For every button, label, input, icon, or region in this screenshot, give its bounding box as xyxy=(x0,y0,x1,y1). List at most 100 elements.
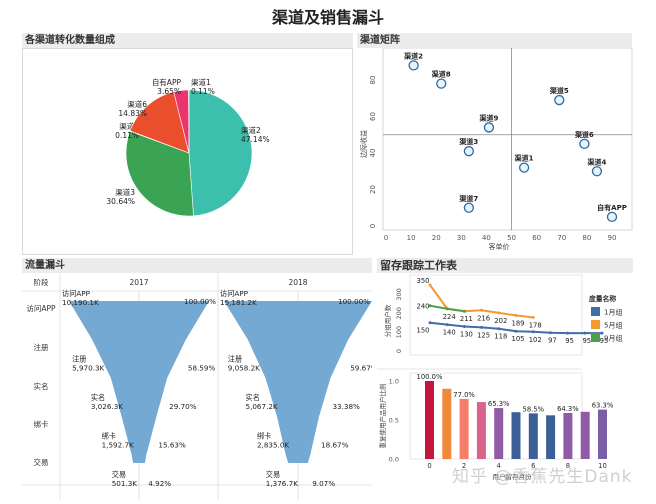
scatter-point-渠道7[interactable] xyxy=(464,203,473,212)
scatter-panel-title: 渠道矩阵 xyxy=(357,33,632,48)
funnel-stage-percent: 100.00% xyxy=(338,297,370,306)
line-point xyxy=(497,311,500,314)
line-y-tick: 0 xyxy=(395,349,403,353)
funnel-stage-name: 交易 xyxy=(266,470,280,479)
line-y-tick: 200 xyxy=(395,307,403,319)
line-data-label: 95 xyxy=(565,337,574,345)
line-data-label: 240 xyxy=(417,303,430,311)
bar-y-tick: 1.0 xyxy=(389,378,399,386)
x-axis-title: 客单价 xyxy=(489,242,510,251)
funnel-stage-name: 绑卡 xyxy=(102,432,116,441)
funnel-stage-percent: 59.67% xyxy=(350,364,372,373)
line-data-label: 150 xyxy=(417,327,430,335)
scatter-point-label: 渠道9 xyxy=(479,113,499,122)
scatter-point-label: 渠道3 xyxy=(458,137,478,146)
pie-percent: 47.14% xyxy=(241,135,270,144)
funnel-stage-label: 绑卡 xyxy=(34,419,49,429)
line-data-label: 202 xyxy=(494,317,507,325)
bar-1[interactable] xyxy=(442,389,451,459)
scatter-point-渠道2[interactable] xyxy=(409,61,418,70)
line-point xyxy=(463,310,466,313)
line-data-label: 125 xyxy=(477,331,490,339)
legend-swatch-9月组[interactable] xyxy=(591,333,600,342)
pie-label: 渠道3 xyxy=(115,187,135,197)
pie-slice-渠道2[interactable] xyxy=(189,90,252,216)
scatter-point-label: 渠道1 xyxy=(514,154,534,163)
funnel-stage-label: 注册 xyxy=(34,342,49,352)
bar-2[interactable] xyxy=(460,399,469,459)
line-data-label: 140 xyxy=(443,329,456,337)
funnel-stage-name: 实名 xyxy=(91,393,105,402)
bar-data-label: 58.5% xyxy=(523,405,545,413)
funnel-year-header: 2017 xyxy=(129,278,148,287)
funnel-stage-percent: 29.70% xyxy=(169,402,197,411)
bar-8[interactable] xyxy=(563,413,572,459)
bar-data-label: 65.3% xyxy=(488,400,510,408)
scatter-plot-area xyxy=(383,48,632,230)
scatter-point-渠道4[interactable] xyxy=(592,167,601,176)
funnel-stage-name: 注册 xyxy=(72,355,86,364)
scatter-point-渠道6[interactable] xyxy=(580,139,589,148)
scatter-point-label: 渠道2 xyxy=(403,51,423,60)
line-point xyxy=(446,307,449,310)
y-tick: 20 xyxy=(369,185,377,194)
funnel-stage-value: 1,592.7K xyxy=(102,441,134,450)
funnel-stage-percent: 4.92% xyxy=(148,479,171,488)
bar-data-label: 63.3% xyxy=(592,402,614,410)
line-point xyxy=(497,327,500,330)
x-tick: 20 xyxy=(432,234,441,242)
scatter-point-自有APP[interactable] xyxy=(608,212,617,221)
funnel-stage-value: 9,058.2K xyxy=(228,364,260,373)
pie-percent: 0.11% xyxy=(191,87,215,96)
bar-0[interactable] xyxy=(425,381,434,459)
line-data-label: 102 xyxy=(529,336,542,344)
funnel-shape-2017[interactable] xyxy=(69,301,209,463)
line-point xyxy=(532,330,535,333)
scatter-point-渠道5[interactable] xyxy=(555,96,564,105)
funnel-stage-value: 1,376.7K xyxy=(266,479,298,488)
line-point xyxy=(515,314,518,317)
bar-10[interactable] xyxy=(598,410,607,459)
x-tick: 60 xyxy=(532,234,541,242)
scatter-point-渠道3[interactable] xyxy=(464,147,473,156)
y-tick: 40 xyxy=(369,149,377,158)
pie-percent: 3.65% xyxy=(157,87,181,96)
watermark: 知乎 @香蕉先生Dank xyxy=(452,462,633,487)
line-data-label: 105 xyxy=(512,335,525,343)
funnel-stage-value: 3,026.3K xyxy=(91,402,123,411)
legend-label[interactable]: 9月组 xyxy=(604,334,622,343)
x-tick: 10 xyxy=(407,234,416,242)
line-data-label: 97 xyxy=(548,337,557,345)
y-axis-title: 边际收益 xyxy=(359,130,368,158)
bar-data-label: 100.0% xyxy=(417,373,443,381)
funnel-stage-percent: 18.67% xyxy=(321,441,349,450)
funnel-stage-name: 访问APP xyxy=(62,289,91,298)
x-tick: 90 xyxy=(608,234,617,242)
funnel-stage-percent: 15.63% xyxy=(158,441,186,450)
funnel-stage-value: 10,190.1K xyxy=(62,298,99,307)
bar-6[interactable] xyxy=(529,413,538,459)
pie-percent: 14.83% xyxy=(118,109,147,118)
bar-y-tick: 0.0 xyxy=(389,456,399,464)
line-data-label: 95 xyxy=(582,337,591,345)
legend-swatch-1月组[interactable] xyxy=(591,307,600,316)
line-point xyxy=(446,323,449,326)
line-data-label: 350 xyxy=(417,277,430,285)
funnel-shape-2018[interactable] xyxy=(224,301,372,463)
x-tick: 30 xyxy=(457,234,466,242)
bar-7[interactable] xyxy=(546,415,555,459)
legend-swatch-5月组[interactable] xyxy=(591,320,600,329)
bar-data-label: 77.0% xyxy=(453,391,475,399)
scatter-point-渠道1[interactable] xyxy=(520,163,529,172)
bar-3[interactable] xyxy=(477,402,486,459)
funnel-stage-percent: 33.38% xyxy=(332,402,360,411)
legend-label[interactable]: 5月组 xyxy=(604,321,622,330)
scatter-point-渠道8[interactable] xyxy=(437,79,446,88)
bar-9[interactable] xyxy=(581,412,590,459)
legend-label[interactable]: 1月组 xyxy=(604,308,622,317)
scatter-point-渠道9[interactable] xyxy=(484,123,493,132)
bar-4[interactable] xyxy=(494,408,503,459)
bar-5[interactable] xyxy=(512,412,521,459)
